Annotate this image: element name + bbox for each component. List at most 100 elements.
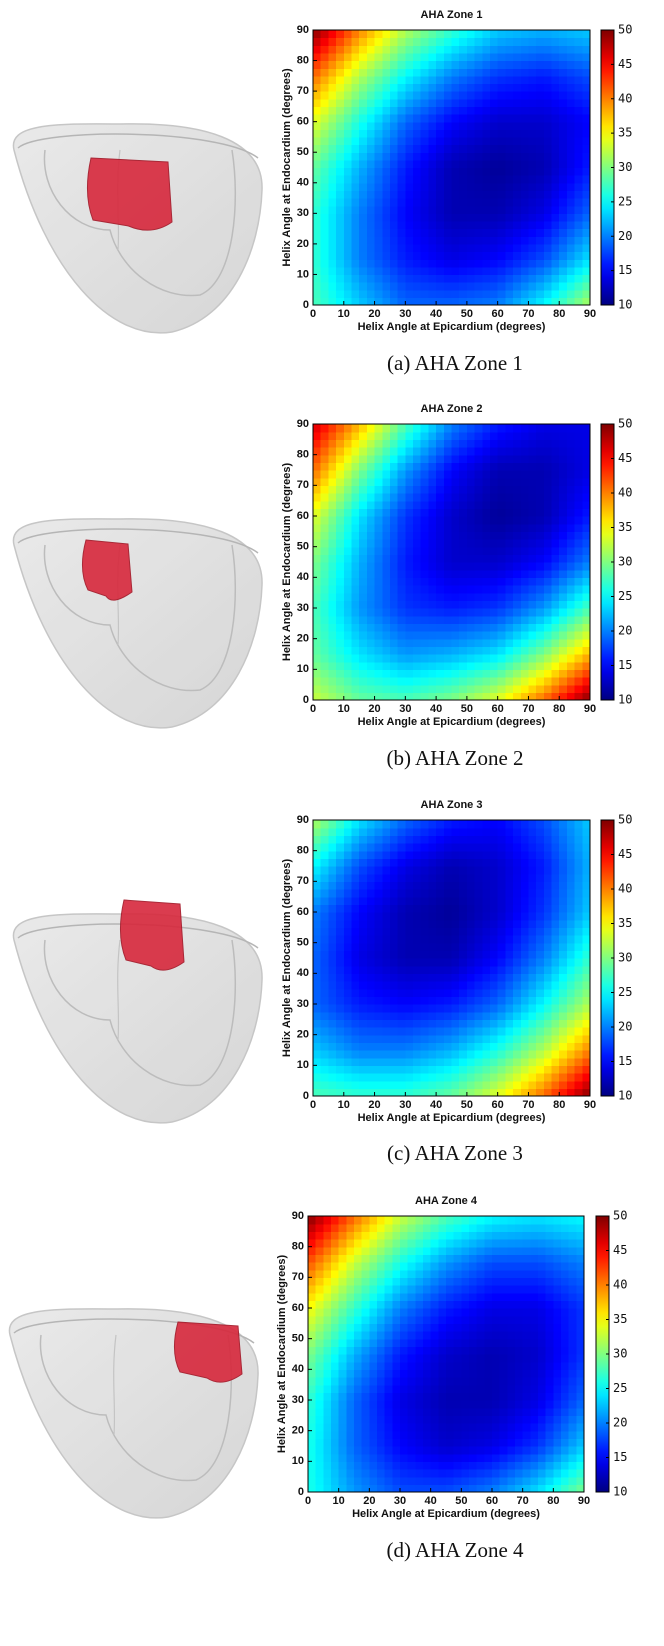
heatmap-cell xyxy=(497,654,506,663)
heatmap-cell xyxy=(351,159,360,169)
heatmap-cell xyxy=(443,98,453,107)
heatmap-cell xyxy=(474,1057,483,1066)
heatmap-cell xyxy=(343,37,353,46)
heatmap-cell xyxy=(336,973,345,982)
heatmap-cell xyxy=(561,1484,570,1493)
heatmap-cell xyxy=(497,820,506,829)
heatmap-cell xyxy=(513,45,522,54)
heatmap-cell xyxy=(313,37,322,46)
heatmap-cell xyxy=(389,500,399,509)
heatmap-cell xyxy=(466,152,476,161)
heatmap-cell xyxy=(405,523,414,532)
heatmap-cell xyxy=(513,1027,522,1036)
heatmap-cell xyxy=(474,866,483,875)
heatmap-cell xyxy=(428,106,437,115)
heatmap-cell xyxy=(538,1415,547,1424)
heatmap-cell xyxy=(423,1361,432,1370)
heatmap-cell xyxy=(436,167,445,176)
heatmap-cell xyxy=(484,1384,493,1393)
heatmap-cell xyxy=(497,981,506,990)
heatmap-cell xyxy=(559,205,568,214)
heatmap-cell xyxy=(451,190,460,199)
heatmap-cell xyxy=(400,1384,409,1393)
heatmap-cell xyxy=(515,1400,524,1409)
heatmap-cell xyxy=(520,447,530,456)
heatmap-cell xyxy=(451,592,460,601)
heatmap-cell xyxy=(459,144,468,153)
heatmap-cell xyxy=(389,615,399,624)
heatmap-cell xyxy=(559,83,568,92)
heatmap-cell xyxy=(389,843,399,852)
heatmap-cell xyxy=(336,259,345,268)
heatmap-cell xyxy=(320,866,329,875)
heatmap-cell xyxy=(436,289,445,298)
heatmap-cell xyxy=(505,577,514,586)
heatmap-cell xyxy=(459,577,468,586)
heatmap-cell xyxy=(489,554,499,563)
heatmap-cell xyxy=(522,1430,531,1439)
heatmap-cell xyxy=(428,439,437,448)
y-tick-label: 80 xyxy=(297,449,309,461)
heatmap-cell xyxy=(451,52,460,62)
heatmap-cell xyxy=(351,37,360,46)
heatmap-cell xyxy=(520,820,530,829)
heatmap-cell xyxy=(528,843,537,852)
heatmap-cell xyxy=(489,973,499,982)
heatmap-cell xyxy=(420,608,430,617)
heatmap-cell xyxy=(553,1415,562,1424)
heatmap-cell xyxy=(343,1004,353,1013)
heatmap-cell xyxy=(405,243,414,253)
heatmap-cell xyxy=(336,539,345,548)
heatmap-cell xyxy=(466,569,476,578)
heatmap-cell xyxy=(323,1476,332,1485)
heatmap-cell xyxy=(359,431,368,440)
heatmap-cell xyxy=(397,677,406,686)
heatmap-cell xyxy=(536,220,545,230)
heatmap-cell xyxy=(469,1438,478,1447)
heatmap-cell xyxy=(474,198,483,207)
heatmap-cell xyxy=(313,600,322,609)
heatmap-cell xyxy=(489,577,499,586)
heatmap-cell xyxy=(574,866,583,875)
heatmap-cell xyxy=(428,562,437,571)
heatmap-cell xyxy=(520,889,530,898)
heatmap-cell xyxy=(476,1323,485,1332)
heatmap-cell xyxy=(536,654,545,663)
heatmap-cell xyxy=(543,98,553,107)
heatmap-cell xyxy=(359,1034,368,1043)
heatmap-cell xyxy=(313,866,322,875)
heatmap-cell xyxy=(497,98,506,107)
heatmap-cell xyxy=(359,973,368,982)
heatmap-cell xyxy=(366,585,376,594)
heatmap-cell xyxy=(338,1400,347,1409)
heatmap-cell xyxy=(551,866,560,875)
heatmap-cell xyxy=(389,470,399,479)
heatmap-cell xyxy=(336,881,345,890)
heatmap-cell xyxy=(505,282,514,291)
heatmap-cell xyxy=(461,1423,470,1432)
heatmap-cell xyxy=(543,259,553,268)
heatmap-cell xyxy=(543,485,553,494)
heatmap-cell xyxy=(420,167,430,176)
heatmap-cell xyxy=(366,843,376,852)
heatmap-cell xyxy=(566,129,576,138)
heatmap-cell xyxy=(476,1308,485,1317)
heatmap-cell xyxy=(476,1438,485,1447)
heatmap-cell xyxy=(474,919,483,928)
heatmap-cell xyxy=(313,850,322,859)
heatmap-cell xyxy=(336,654,345,663)
heatmap-cell xyxy=(461,1315,470,1324)
heatmap-cell xyxy=(451,1080,460,1089)
heatmap-cell xyxy=(484,1308,493,1317)
heatmap-cell xyxy=(436,638,445,647)
heatmap-cell xyxy=(505,205,514,214)
heatmap-cell xyxy=(505,1073,514,1082)
heatmap-cell xyxy=(474,661,483,670)
heatmap-cell xyxy=(582,121,591,130)
heatmap-cell xyxy=(313,1034,322,1043)
heatmap-cell xyxy=(438,1461,447,1470)
heatmap-cell xyxy=(361,1461,370,1470)
heatmap-cell xyxy=(328,850,337,859)
heatmap-cell xyxy=(582,927,591,936)
heatmap-cell xyxy=(451,600,460,609)
